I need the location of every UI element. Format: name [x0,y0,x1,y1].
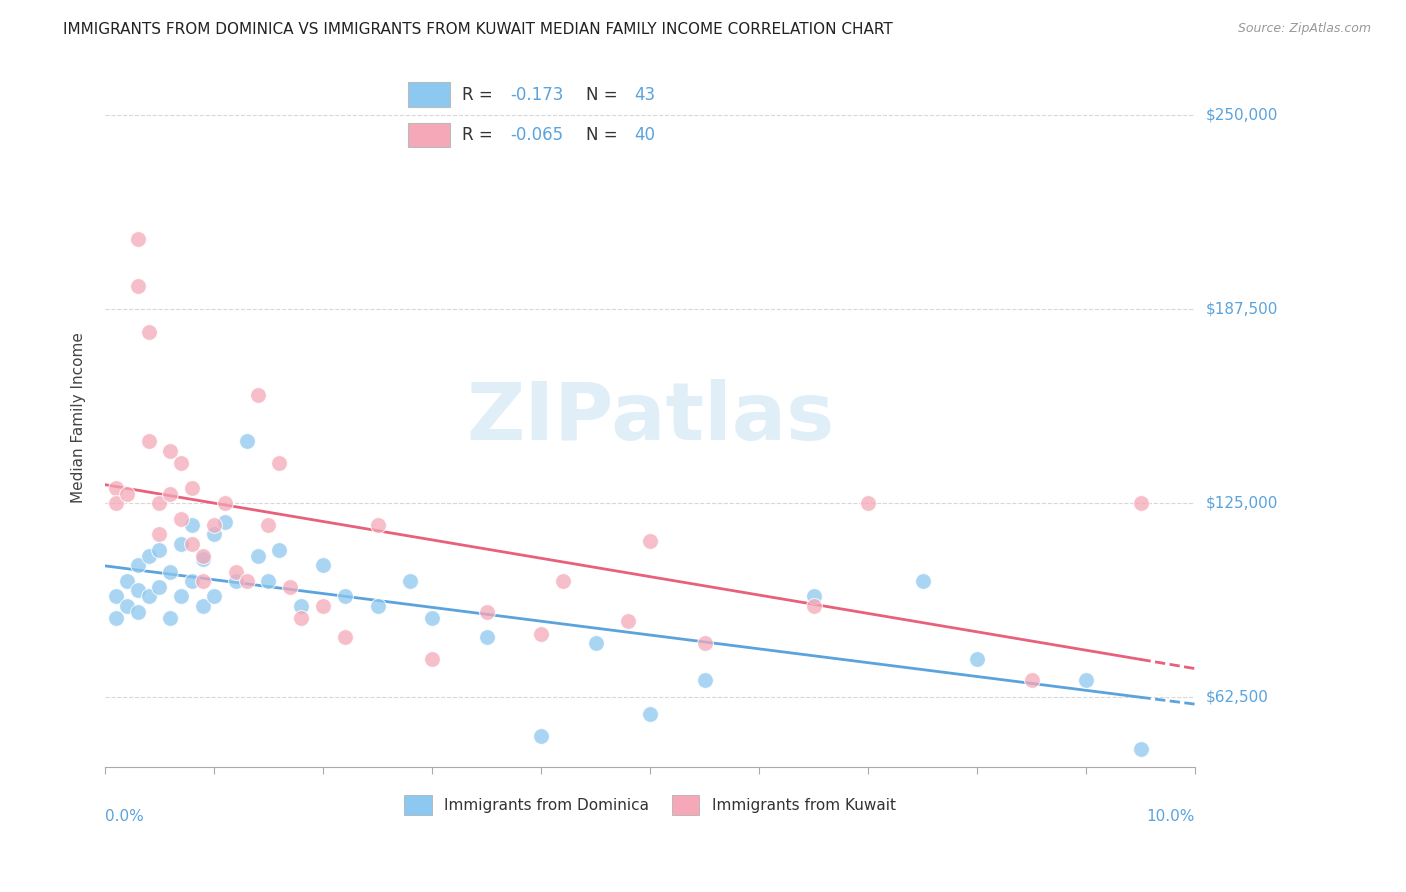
Point [170,512,193,526]
Point [530,626,553,640]
Point [638,533,661,548]
Point [366,518,388,533]
Point [115,599,138,613]
Point [225,565,247,579]
Point [214,496,236,510]
Point [366,599,388,613]
Point [617,615,640,629]
Point [159,565,181,579]
Point [138,549,160,563]
Point [420,611,443,625]
Text: $125,000: $125,000 [1206,496,1278,511]
Point [803,599,825,613]
Point [148,496,170,510]
Point [1129,741,1152,756]
Point [693,673,716,688]
Point [290,611,312,625]
Point [191,599,214,613]
Point [278,580,301,594]
Point [333,590,356,604]
Point [115,487,138,501]
Point [246,387,269,401]
Point [181,518,204,533]
Point [159,611,181,625]
Text: ZIPatlas: ZIPatlas [465,379,834,457]
Point [138,326,160,340]
Point [191,552,214,566]
Point [170,536,193,550]
Point [202,590,225,604]
Text: 0.0%: 0.0% [105,809,143,824]
Point [312,599,335,613]
Point [475,630,498,644]
Point [803,590,825,604]
Y-axis label: Median Family Income: Median Family Income [72,333,86,503]
Point [148,527,170,541]
Point [235,574,257,588]
Point [115,574,138,588]
Text: $187,500: $187,500 [1206,301,1278,317]
Point [1074,673,1097,688]
Point [214,515,236,529]
Point [269,456,291,470]
Point [191,549,214,563]
Point [191,574,214,588]
Point [269,542,291,557]
Point [257,574,280,588]
Point [159,487,181,501]
Text: Source: ZipAtlas.com: Source: ZipAtlas.com [1237,22,1371,36]
Point [127,279,149,293]
Point [638,707,661,722]
Point [225,574,247,588]
Point [235,434,257,449]
Text: IMMIGRANTS FROM DOMINICA VS IMMIGRANTS FROM KUWAIT MEDIAN FAMILY INCOME CORRELAT: IMMIGRANTS FROM DOMINICA VS IMMIGRANTS F… [63,22,893,37]
Point [202,518,225,533]
Point [257,518,280,533]
Point [856,496,879,510]
Point [312,558,335,573]
Point [127,558,149,573]
Point [202,527,225,541]
Point [148,542,170,557]
Point [475,605,498,619]
Point [551,574,574,588]
Point [585,636,607,650]
Point [246,549,269,563]
Point [104,496,127,510]
Point [181,536,204,550]
Point [333,630,356,644]
Point [138,434,160,449]
Point [148,580,170,594]
Point [104,611,127,625]
Point [181,574,204,588]
Text: $250,000: $250,000 [1206,108,1278,122]
Point [911,574,934,588]
Point [127,232,149,246]
Point [399,574,422,588]
Point [181,481,204,495]
Point [530,729,553,743]
Point [1129,496,1152,510]
Point [420,651,443,665]
Point [104,590,127,604]
Point [170,590,193,604]
Point [170,456,193,470]
Point [159,443,181,458]
Text: $62,500: $62,500 [1206,690,1270,705]
Point [104,481,127,495]
Point [1021,673,1043,688]
Point [138,590,160,604]
Point [290,599,312,613]
Point [693,636,716,650]
Point [127,583,149,598]
Legend: Immigrants from Dominica, Immigrants from Kuwait: Immigrants from Dominica, Immigrants fro… [396,788,903,822]
Point [127,605,149,619]
Point [966,651,988,665]
Text: 10.0%: 10.0% [1147,809,1195,824]
